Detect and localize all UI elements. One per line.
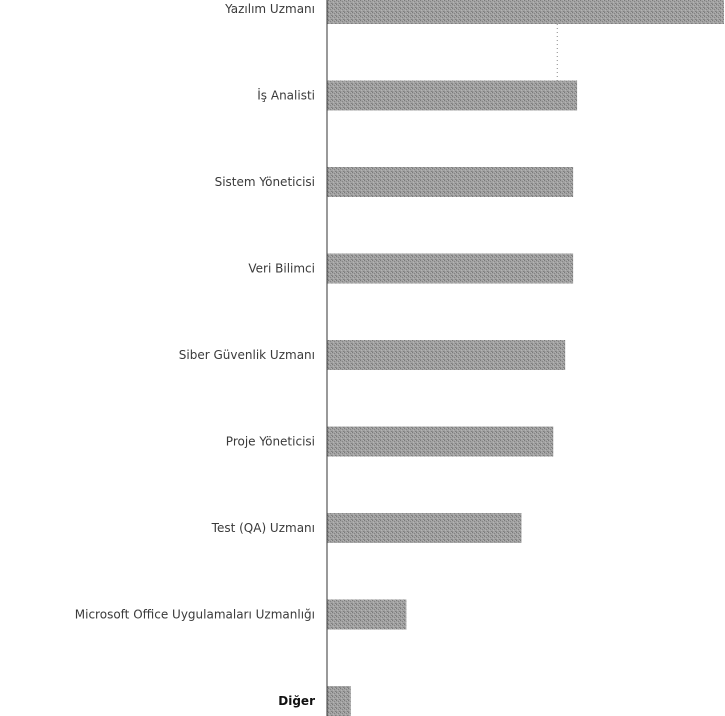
bar	[327, 167, 574, 197]
category-label: Yazılım Uzmanı	[224, 2, 315, 16]
category-label: Sistem Yöneticisi	[215, 175, 315, 189]
category-labels-group: Yazılım Uzmanı İş Analisti Sistem Yönetici…	[75, 2, 315, 708]
bar	[327, 686, 351, 716]
bars-group	[327, 0, 724, 716]
bar	[327, 0, 724, 24]
category-label: Diğer	[278, 694, 315, 708]
category-label: Siber Güvenlik Uzmanı	[179, 348, 315, 362]
bar	[327, 340, 566, 370]
category-label: İş Analisti	[257, 88, 315, 103]
bar	[327, 426, 554, 457]
bar	[327, 253, 574, 284]
bar	[327, 513, 522, 543]
category-label: Microsoft Office Uygulamaları Uzmanlığı	[75, 608, 315, 622]
category-label: Veri Bilimci	[248, 262, 315, 276]
category-label: Proje Yöneticisi	[226, 435, 315, 449]
bar	[327, 599, 407, 630]
category-label: Test (QA) Uzmanı	[211, 521, 315, 535]
bar	[327, 80, 578, 111]
